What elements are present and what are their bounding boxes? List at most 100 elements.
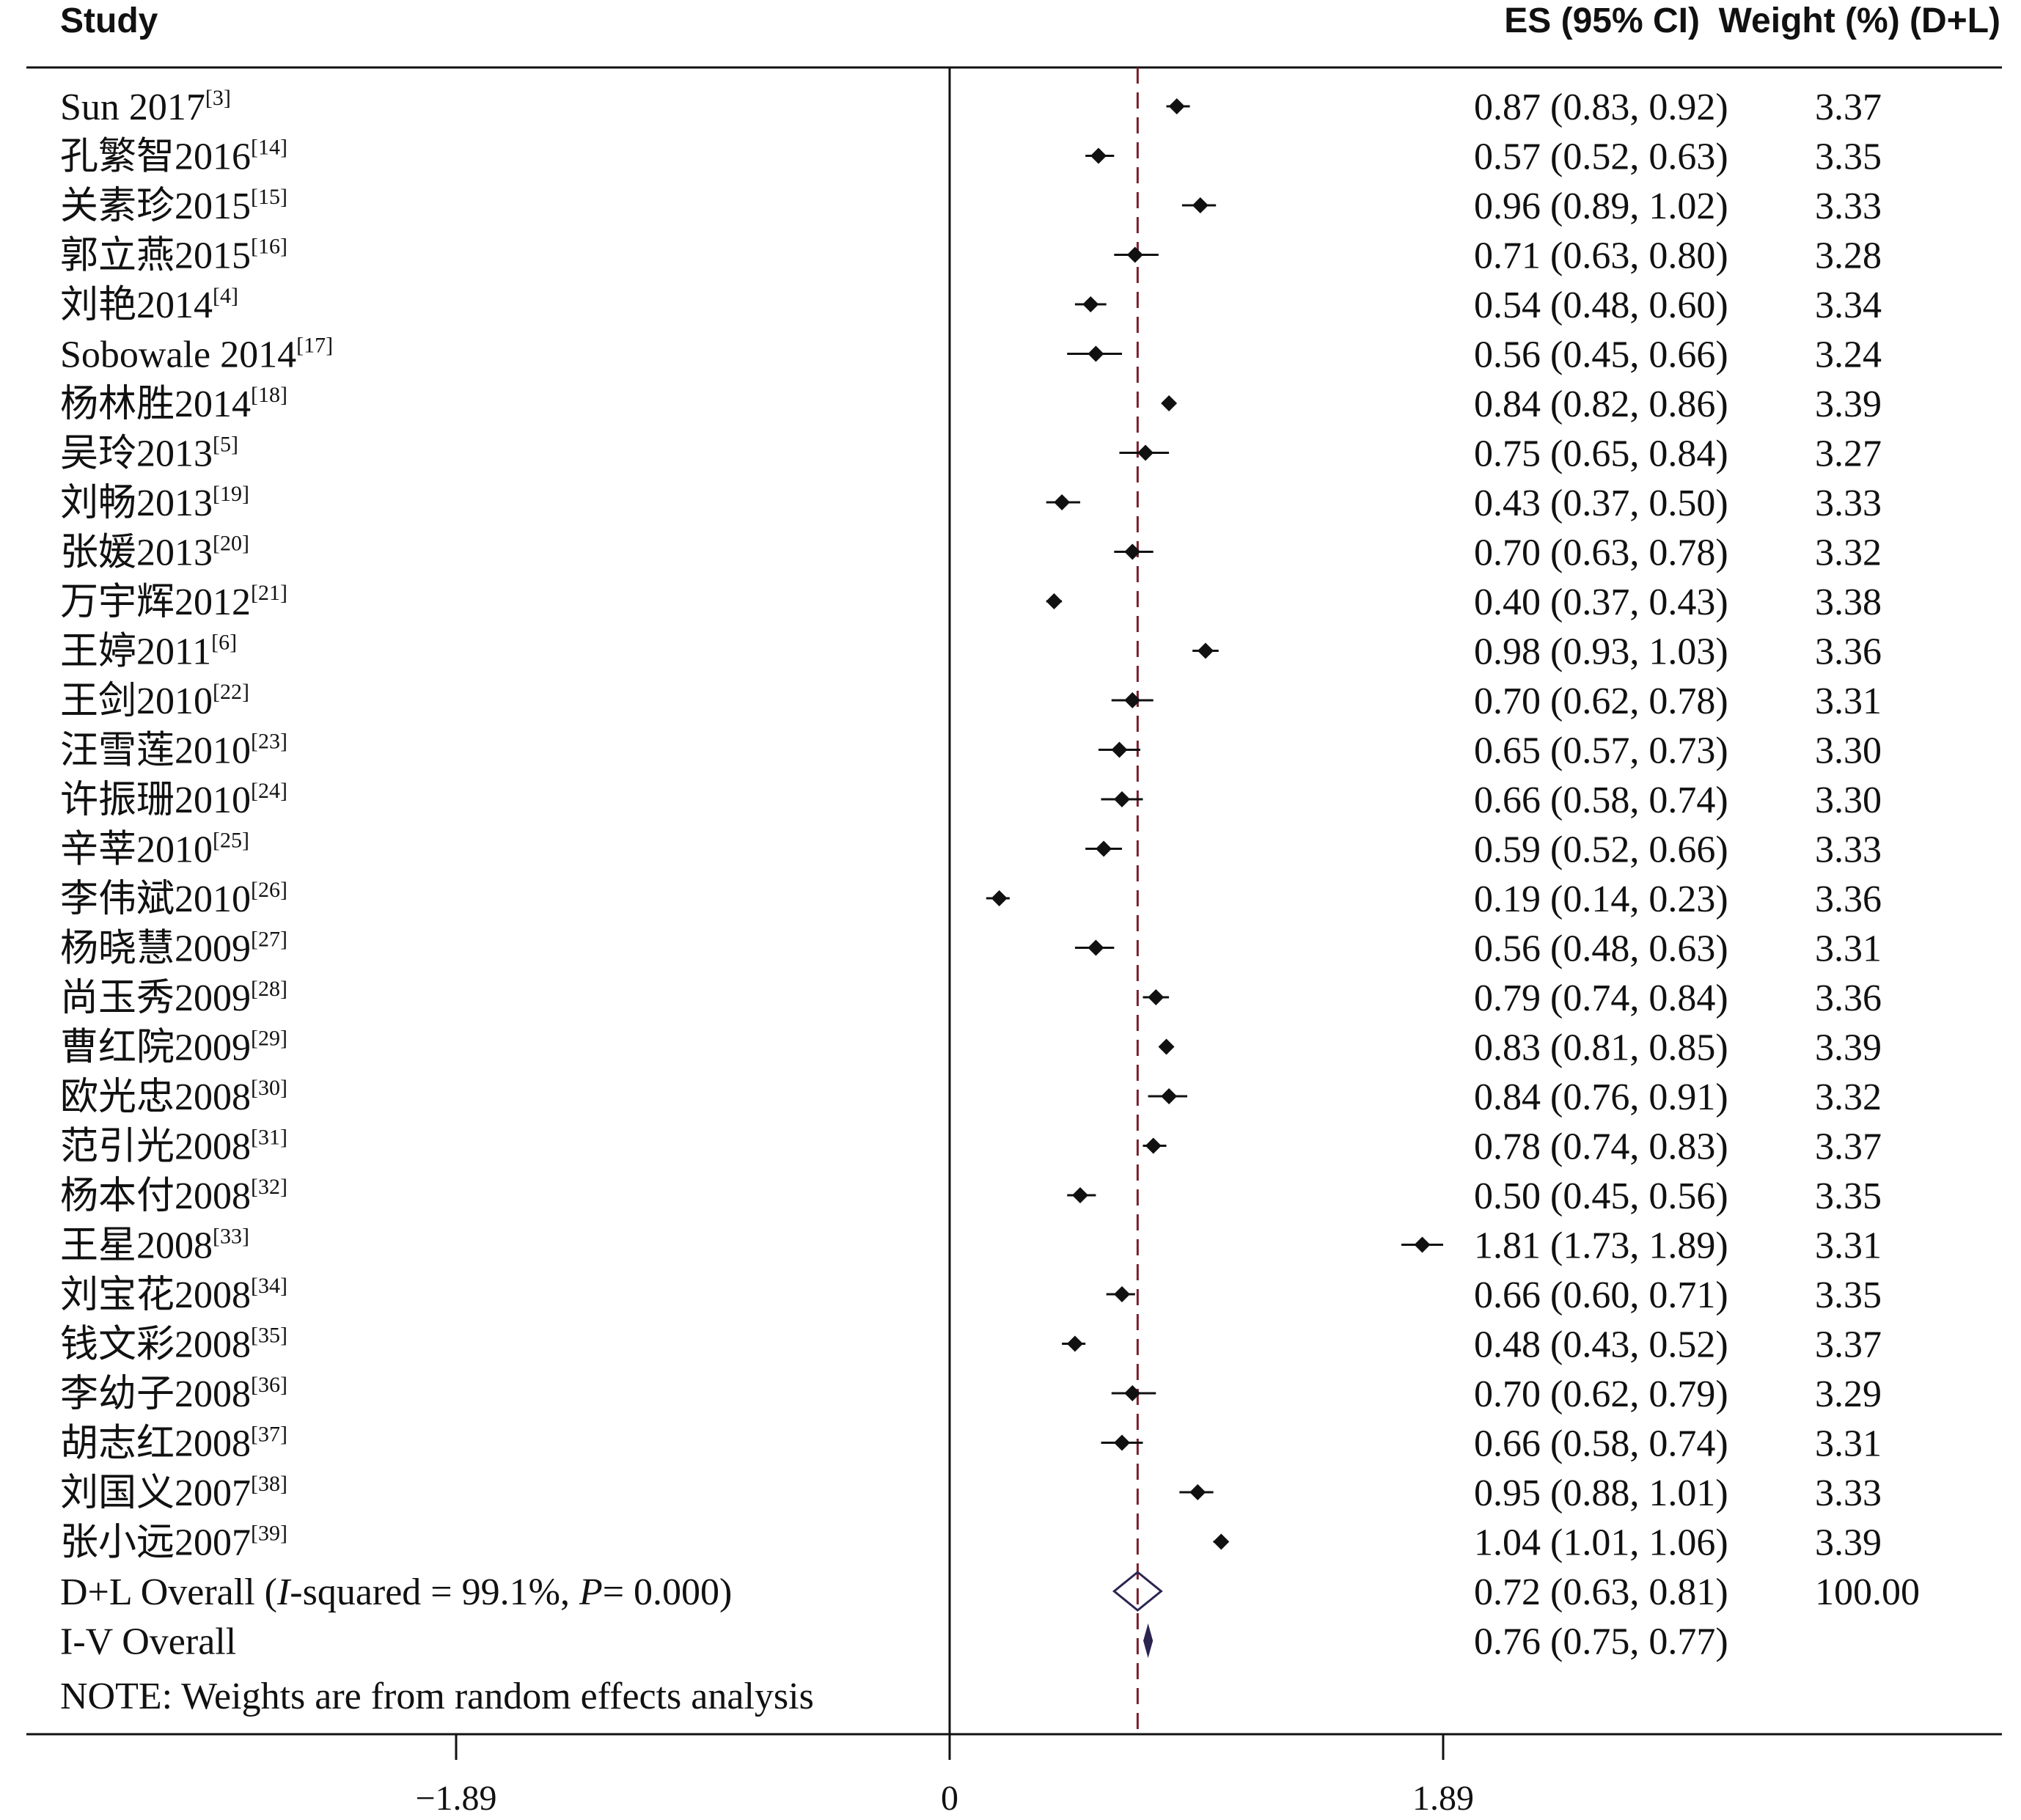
study-label: 刘国义2007[38] <box>60 1472 287 1514</box>
study-reference: [26] <box>251 878 287 902</box>
study-label: 关素珍2015[15] <box>60 185 287 227</box>
es-ci-value: 0.66 (0.58, 0.74) <box>1474 779 1728 821</box>
study-reference: [17] <box>296 334 333 358</box>
study-reference: [31] <box>251 1126 287 1150</box>
point-estimate <box>1197 642 1214 659</box>
weight-value: 3.30 <box>1815 730 1882 772</box>
es-ci-value: 0.83 (0.81, 0.85) <box>1474 1027 1728 1069</box>
study-label: 杨晓慧2009[27] <box>60 928 287 970</box>
study-row: 曹红院2009[29] 0.83 (0.81, 0.85) 3.39 <box>60 1027 1882 1069</box>
es-ci-value: 1.81 (1.73, 1.89) <box>1474 1225 1728 1267</box>
study-label: 杨本付2008[32] <box>60 1175 287 1217</box>
weight-value: 3.37 <box>1815 1324 1882 1366</box>
study-name: 胡志红2008 <box>60 1423 251 1465</box>
study-row: 张媛2013[20] 0.70 (0.63, 0.78) 3.32 <box>60 532 1882 574</box>
study-reference: [27] <box>251 928 287 952</box>
point-estimate <box>1087 939 1104 956</box>
study-row: 辛莘2010[25] 0.59 (0.52, 0.66) 3.33 <box>60 829 1882 871</box>
study-name: 吴玲2013 <box>60 433 213 475</box>
study-row: 李幼子2008[36] 0.70 (0.62, 0.79) 3.29 <box>60 1373 1882 1415</box>
point-estimate <box>1096 840 1112 857</box>
study-row: 万宇辉2012[21] 0.40 (0.37, 0.43) 3.38 <box>60 581 1882 623</box>
point-estimate <box>1090 147 1107 164</box>
label-prefix: I-V Overall <box>60 1621 236 1663</box>
study-row: 刘艳2014[4] 0.54 (0.48, 0.60) 3.34 <box>60 284 1882 326</box>
study-reference: [36] <box>251 1373 287 1397</box>
weight-value: 3.35 <box>1815 136 1882 178</box>
study-reference: [29] <box>251 1027 287 1051</box>
es-ci-value: 0.59 (0.52, 0.66) <box>1474 829 1728 871</box>
weight-value: 3.32 <box>1815 1076 1882 1118</box>
es-ci-value: 0.40 (0.37, 0.43) <box>1474 581 1728 623</box>
study-row: 杨晓慧2009[27] 0.56 (0.48, 0.63) 3.31 <box>60 928 1882 970</box>
study-label: 张媛2013[20] <box>60 532 249 574</box>
study-reference: [16] <box>251 235 287 259</box>
study-label: 杨林胜2014[18] <box>60 383 287 425</box>
point-estimate <box>1192 197 1208 213</box>
study-name: 张小远2007 <box>60 1522 251 1564</box>
study-row: Sobowale 2014[17] 0.56 (0.45, 0.66) 3.24 <box>60 334 1882 376</box>
study-name: 杨晓慧2009 <box>60 928 251 970</box>
study-row: 郭立燕2015[16] 0.71 (0.63, 0.80) 3.28 <box>60 235 1882 277</box>
overall-rows: D+L Overall (I-squared = 99.1%, P= 0.000… <box>60 1571 1920 1663</box>
es-ci-value: 0.95 (0.88, 1.01) <box>1474 1472 1728 1514</box>
study-label: Sobowale 2014[17] <box>60 334 333 376</box>
label-suffix: = 0.000) <box>603 1571 733 1613</box>
es-ci-value: 0.65 (0.57, 0.73) <box>1474 730 1728 772</box>
header-weight-label: Weight (%) (D+L) <box>1719 1 2000 40</box>
study-name: 李幼子2008 <box>60 1373 251 1415</box>
study-name: 王星2008 <box>60 1225 213 1267</box>
overall-diamond <box>1143 1623 1153 1659</box>
weight-value: 3.36 <box>1815 977 1882 1019</box>
point-estimate <box>1414 1236 1431 1253</box>
es-ci-value: 0.78 (0.74, 0.83) <box>1474 1126 1728 1168</box>
weight-value: 3.38 <box>1815 581 1882 623</box>
weight-value: 3.39 <box>1815 384 1882 425</box>
weight-value: 3.31 <box>1815 928 1882 970</box>
point-estimate <box>991 890 1008 906</box>
study-name: 汪雪莲2010 <box>60 730 251 772</box>
x-tick-label: 0 <box>941 1779 958 1818</box>
weight-value: 3.28 <box>1815 235 1882 277</box>
study-name: 李伟斌2010 <box>60 878 251 920</box>
study-row: 刘畅2013[19] 0.43 (0.37, 0.50) 3.33 <box>60 482 1882 524</box>
point-estimate <box>1087 345 1104 362</box>
study-reference: [3] <box>205 86 231 110</box>
study-reference: [18] <box>251 383 287 407</box>
study-name: 范引光2008 <box>60 1126 251 1168</box>
study-reference: [37] <box>251 1423 287 1447</box>
study-label: Sun 2017[3] <box>60 86 231 128</box>
study-label: 范引光2008[31] <box>60 1126 287 1168</box>
study-reference: [14] <box>251 136 287 160</box>
study-name: 刘国义2007 <box>60 1472 251 1514</box>
es-ci-value: 0.50 (0.45, 0.56) <box>1474 1175 1728 1217</box>
study-row: 王星2008[33] 1.81 (1.73, 1.89) 3.31 <box>60 1225 1882 1267</box>
study-name: 刘艳2014 <box>60 285 213 326</box>
es-ci-value: 0.87 (0.83, 0.92) <box>1474 87 1728 128</box>
study-row: 关素珍2015[15] 0.96 (0.89, 1.02) 3.33 <box>60 185 1882 227</box>
point-estimate <box>1148 989 1164 1005</box>
point-estimate <box>1066 1335 1083 1352</box>
study-label: 王剑2010[22] <box>60 680 249 722</box>
weight-value: 3.36 <box>1815 631 1882 673</box>
weight-value: 3.29 <box>1815 1373 1882 1415</box>
study-row: 王婷2011[6] 0.98 (0.93, 1.03) 3.36 <box>60 631 1882 673</box>
study-name: 孔繁智2016 <box>60 136 251 178</box>
overall-label: D+L Overall (I-squared = 99.1%, P= 0.000… <box>60 1571 732 1613</box>
point-estimate <box>1126 246 1143 263</box>
study-reference: [22] <box>213 680 249 704</box>
point-estimate <box>1161 1088 1178 1104</box>
point-estimate <box>1137 444 1154 461</box>
study-reference: [24] <box>251 779 287 803</box>
study-row: 尚玉秀2009[28] 0.79 (0.74, 0.84) 3.36 <box>60 977 1882 1019</box>
study-row: Sun 2017[3] 0.87 (0.83, 0.92) 3.37 <box>60 86 1882 128</box>
weight-value: 3.27 <box>1815 433 1882 475</box>
es-ci-value: 0.56 (0.48, 0.63) <box>1474 928 1728 970</box>
study-row: 刘国义2007[38] 0.95 (0.88, 1.01) 3.33 <box>60 1472 1882 1514</box>
study-name: 王婷2011 <box>60 631 211 673</box>
study-name: 张媛2013 <box>60 532 213 574</box>
study-label: 胡志红2008[37] <box>60 1423 287 1465</box>
overall-diamond <box>1112 1571 1163 1612</box>
es-ci-value: 0.84 (0.76, 0.91) <box>1474 1076 1728 1118</box>
